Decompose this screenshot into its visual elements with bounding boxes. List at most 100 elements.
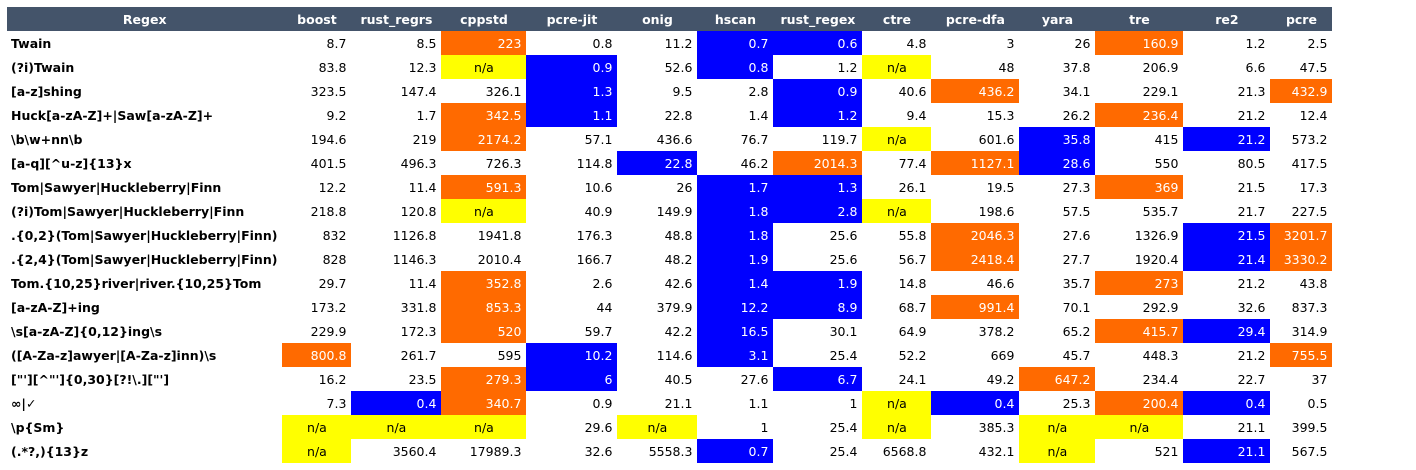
value-cell: 227.5 [1291, 203, 1328, 219]
value-cell: 37 [1311, 371, 1328, 387]
value-cell: 21.1 [664, 395, 693, 411]
value-cell: 0.7 [697, 439, 774, 463]
value-cell: 47.5 [1299, 59, 1328, 75]
value-cell: 15.3 [986, 107, 1015, 123]
value-cell: 853.3 [441, 295, 527, 319]
value-cell: 35.7 [1062, 275, 1091, 291]
value-cell: 32.6 [584, 443, 613, 459]
value-cell: 48 [998, 59, 1015, 75]
value-cell: 25.6 [829, 251, 858, 267]
value-cell: 9.5 [672, 83, 693, 99]
value-cell: n/a [862, 415, 932, 439]
table-row: Twain 8.7 8.5 223 0.8 11.2 0.7 0.6 4.8 3 26 160.9 1.… [7, 31, 1332, 55]
value-cell: 17.3 [1299, 179, 1328, 195]
value-cell: 567.5 [1291, 443, 1328, 459]
value-cell: 399.5 [1291, 419, 1328, 435]
value-cell: 24.1 [898, 371, 927, 387]
value-cell: 147.4 [400, 83, 437, 99]
value-cell: 16.2 [318, 371, 347, 387]
value-cell: 42.2 [664, 323, 693, 339]
column-header-pcre-jit: pcre-jit [526, 7, 618, 31]
value-cell: 22.8 [617, 151, 698, 175]
value-cell: n/a [862, 391, 932, 415]
value-cell: 352.8 [441, 271, 527, 295]
value-cell: 432.1 [978, 443, 1015, 459]
value-cell: 436.6 [656, 131, 693, 147]
value-cell: n/a [862, 127, 932, 151]
value-cell: 417.5 [1291, 155, 1328, 171]
value-cell: 6.6 [1245, 59, 1266, 75]
value-cell: 647.2 [1019, 367, 1096, 391]
value-cell: 21.5 [1183, 223, 1271, 247]
value-cell: 80.5 [1237, 155, 1266, 171]
value-cell: 2010.4 [477, 251, 522, 267]
table-body: Twain 8.7 8.5 223 0.8 11.2 0.7 0.6 4.8 3 26 160.9 1.… [7, 31, 1333, 463]
value-cell: 55.8 [898, 227, 927, 243]
regex-cell: \p{Sm} [11, 419, 65, 435]
value-cell: 52.2 [898, 347, 927, 363]
value-cell: 342.5 [441, 103, 527, 127]
table-row: (.*?,){13}z n/a 3560.4 17989.3 32.6 5558.3 0.7… [7, 439, 1332, 463]
regex-cell: ∞|✓ [11, 395, 37, 411]
value-cell: 331.8 [400, 299, 437, 315]
value-cell: 535.7 [1142, 203, 1179, 219]
value-cell: 8.9 [773, 295, 863, 319]
value-cell: 385.3 [978, 419, 1015, 435]
regex-cell: Huck[a-zA-Z]+|Saw[a-zA-Z]+ [11, 107, 214, 123]
table-row: (?i)Tom|Sawyer|Huckleberry|Finn 218.8 120.… [7, 199, 1332, 223]
value-cell: 432.9 [1270, 79, 1333, 103]
table-row: Tom.{10,25}river|river.{10,25}Tom 29.7 11.… [7, 271, 1332, 295]
value-cell: 12.4 [1299, 107, 1328, 123]
regex-cell: Twain [11, 35, 52, 51]
value-cell: 0.7 [697, 31, 774, 55]
value-cell: 223 [441, 31, 527, 55]
value-cell: 26.1 [898, 179, 927, 195]
regex-cell: [a-zA-Z]+ing [11, 299, 100, 315]
value-cell: 21.2 [1183, 127, 1271, 151]
value-cell: 6.7 [773, 367, 863, 391]
value-cell: 520 [441, 319, 527, 343]
value-cell: 44 [596, 299, 613, 315]
value-cell: 991.4 [931, 295, 1020, 319]
value-cell: 30.1 [829, 323, 858, 339]
value-cell: 1.8 [697, 223, 774, 247]
value-cell: 236.4 [1095, 103, 1184, 127]
value-cell: 1 [760, 419, 769, 435]
value-cell: 1.3 [526, 79, 618, 103]
column-header-rust-regex: rust_regex [773, 7, 863, 31]
table-row: (?i)Twain 83.8 12.3 n/a 0.9 52.6 0.8 1.2 n/a 48 37… [7, 55, 1332, 79]
value-cell: 114.6 [656, 347, 693, 363]
value-cell: 1941.8 [477, 227, 522, 243]
value-cell: n/a [351, 415, 442, 439]
value-cell: 22.8 [664, 107, 693, 123]
value-cell: n/a [1019, 415, 1096, 439]
value-cell: 2.8 [748, 83, 769, 99]
column-header-re2: re2 [1183, 7, 1271, 31]
value-cell: 25.4 [829, 347, 858, 363]
value-cell: 77.4 [898, 155, 927, 171]
value-cell: 25.3 [1062, 395, 1091, 411]
value-cell: 0.8 [697, 55, 774, 79]
value-cell: 218.8 [310, 203, 347, 219]
value-cell: 601.6 [978, 131, 1015, 147]
value-cell: 273 [1095, 271, 1184, 295]
value-cell: 1326.9 [1134, 227, 1179, 243]
value-cell: 16.5 [697, 319, 774, 343]
value-cell: 37.8 [1062, 59, 1091, 75]
value-cell: 59.7 [584, 323, 613, 339]
value-cell: 34.1 [1062, 83, 1091, 99]
regex-cell: (?i)Tom|Sawyer|Huckleberry|Finn [11, 203, 245, 219]
value-cell: 1.2 [773, 103, 863, 127]
value-cell: 70.1 [1062, 299, 1091, 315]
value-cell: 25.4 [829, 419, 858, 435]
value-cell: 11.4 [408, 179, 437, 195]
value-cell: 3 [1006, 35, 1015, 51]
value-cell: 229.9 [310, 323, 347, 339]
column-header-pcre: pcre [1270, 7, 1333, 31]
value-cell: 1.3 [773, 175, 863, 199]
value-cell: 23.5 [408, 371, 437, 387]
value-cell: 828 [322, 251, 347, 267]
value-cell: 0.9 [592, 395, 613, 411]
regex-cell: [a-q][^u-z]{13}x [11, 155, 132, 171]
value-cell: 11.2 [664, 35, 693, 51]
